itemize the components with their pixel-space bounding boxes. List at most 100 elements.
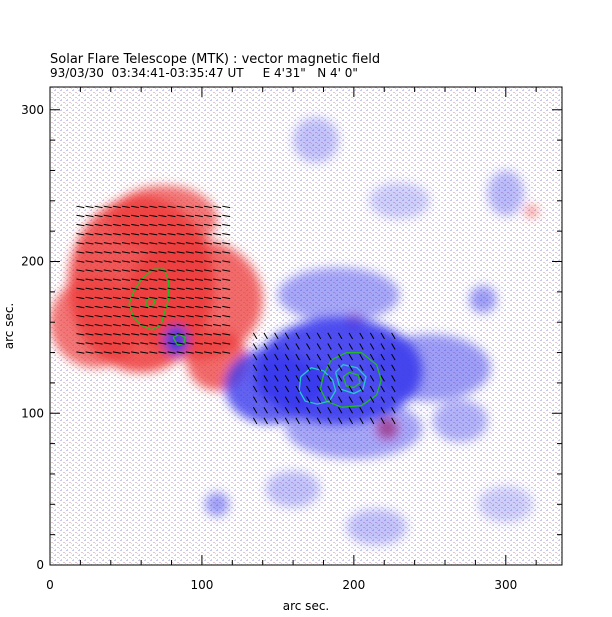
field-vector-183 <box>167 233 176 236</box>
field-vector-341 <box>306 343 311 350</box>
field-vector-74 <box>112 296 121 300</box>
field-vector-414 <box>391 332 396 340</box>
y-tick-label-1: 100 <box>21 406 44 420</box>
field-vector-133 <box>140 223 149 227</box>
field-vector-393 <box>369 364 375 372</box>
field-vector-111 <box>131 269 140 272</box>
positive-field-region-2 <box>50 276 142 368</box>
field-vector-123 <box>140 314 149 318</box>
field-vector-202 <box>176 214 185 218</box>
x-tick-label-0: 0 <box>46 578 54 592</box>
field-vector-120 <box>140 342 149 345</box>
field-vector-147 <box>149 251 158 254</box>
field-vector-355 <box>327 385 332 393</box>
field-vector-327 <box>295 396 300 403</box>
field-vector-305 <box>263 343 268 350</box>
field-vector-75 <box>112 287 121 291</box>
field-vector-316 <box>284 417 290 425</box>
field-vector-32 <box>85 214 94 218</box>
field-vector-59 <box>103 278 112 281</box>
field-vector-286 <box>222 223 231 227</box>
field-vector-326 <box>295 406 300 414</box>
field-vector-26 <box>85 269 94 272</box>
field-vector-204 <box>185 351 194 354</box>
field-vector-27 <box>85 260 94 263</box>
negative-field-region-4 <box>277 267 400 323</box>
field-vector-206 <box>185 333 194 336</box>
field-vector-156 <box>158 324 167 327</box>
field-vector-200 <box>176 233 185 236</box>
field-vector-132 <box>140 233 149 236</box>
field-vector-44 <box>94 260 103 263</box>
y-axis-label: arc sec. <box>2 303 16 349</box>
field-vector-385 <box>359 353 364 361</box>
field-vector-221 <box>194 351 203 354</box>
field-vector-24 <box>85 287 94 291</box>
field-vector-93 <box>121 278 130 281</box>
field-vector-291 <box>252 396 258 403</box>
field-vector-84 <box>112 205 121 209</box>
field-vector-308 <box>274 406 279 414</box>
field-vector-299 <box>263 406 268 414</box>
field-vector-290 <box>252 406 258 414</box>
field-vector-163 <box>158 260 167 263</box>
field-vector-199 <box>176 242 185 245</box>
negative-field-region-6 <box>487 170 525 216</box>
field-vector-301 <box>263 385 268 393</box>
field-vector-119 <box>140 351 149 354</box>
field-vector-313 <box>274 353 279 361</box>
field-vector-388 <box>369 417 375 425</box>
field-vector-211 <box>185 287 194 291</box>
field-vector-229 <box>194 278 203 281</box>
field-vector-258 <box>213 324 222 327</box>
field-vector-34 <box>94 351 103 354</box>
field-vector-219 <box>185 214 194 218</box>
field-vector-101 <box>121 205 130 209</box>
field-vector-404 <box>380 343 385 350</box>
field-vector-264 <box>213 269 222 272</box>
field-vector-87 <box>121 333 130 336</box>
field-vector-251 <box>203 233 213 236</box>
field-vector-320 <box>284 375 290 382</box>
field-vector-186 <box>167 205 176 209</box>
field-vector-392 <box>369 375 375 382</box>
field-vector-230 <box>194 269 203 272</box>
field-vector-15 <box>76 214 85 218</box>
field-vector-71 <box>112 324 121 327</box>
field-vector-253 <box>203 214 213 218</box>
field-vector-153 <box>158 351 167 354</box>
field-vector-38 <box>94 314 103 318</box>
field-vector-271 <box>213 205 222 209</box>
field-vector-213 <box>185 269 194 272</box>
field-vector-266 <box>213 251 222 254</box>
field-vector-277 <box>222 305 231 309</box>
field-vector-276 <box>222 314 231 318</box>
field-vector-16 <box>76 205 85 209</box>
field-vector-66 <box>103 214 112 218</box>
field-vector-114 <box>131 242 140 245</box>
field-vector-79 <box>112 251 121 254</box>
field-vector-300 <box>263 396 268 403</box>
field-vector-106 <box>131 314 140 318</box>
field-vector-10 <box>76 260 85 263</box>
field-vector-235 <box>194 223 203 227</box>
field-vector-295 <box>252 353 258 361</box>
field-vector-289 <box>252 417 258 425</box>
field-vector-61 <box>103 260 112 263</box>
field-vector-403 <box>380 353 385 361</box>
field-vector-46 <box>94 242 103 245</box>
field-vector-43 <box>94 269 103 272</box>
field-vector-127 <box>140 278 149 281</box>
field-vector-214 <box>185 260 194 263</box>
field-vector-335 <box>306 406 311 414</box>
field-vector-241 <box>203 324 213 327</box>
field-vector-294 <box>252 364 258 372</box>
field-vector-113 <box>131 251 140 254</box>
field-vector-41 <box>94 287 103 291</box>
contour-0 <box>128 268 170 331</box>
field-vector-303 <box>263 364 268 372</box>
field-vector-360 <box>327 332 332 340</box>
field-vector-314 <box>274 343 279 350</box>
field-vector-150 <box>149 223 158 227</box>
